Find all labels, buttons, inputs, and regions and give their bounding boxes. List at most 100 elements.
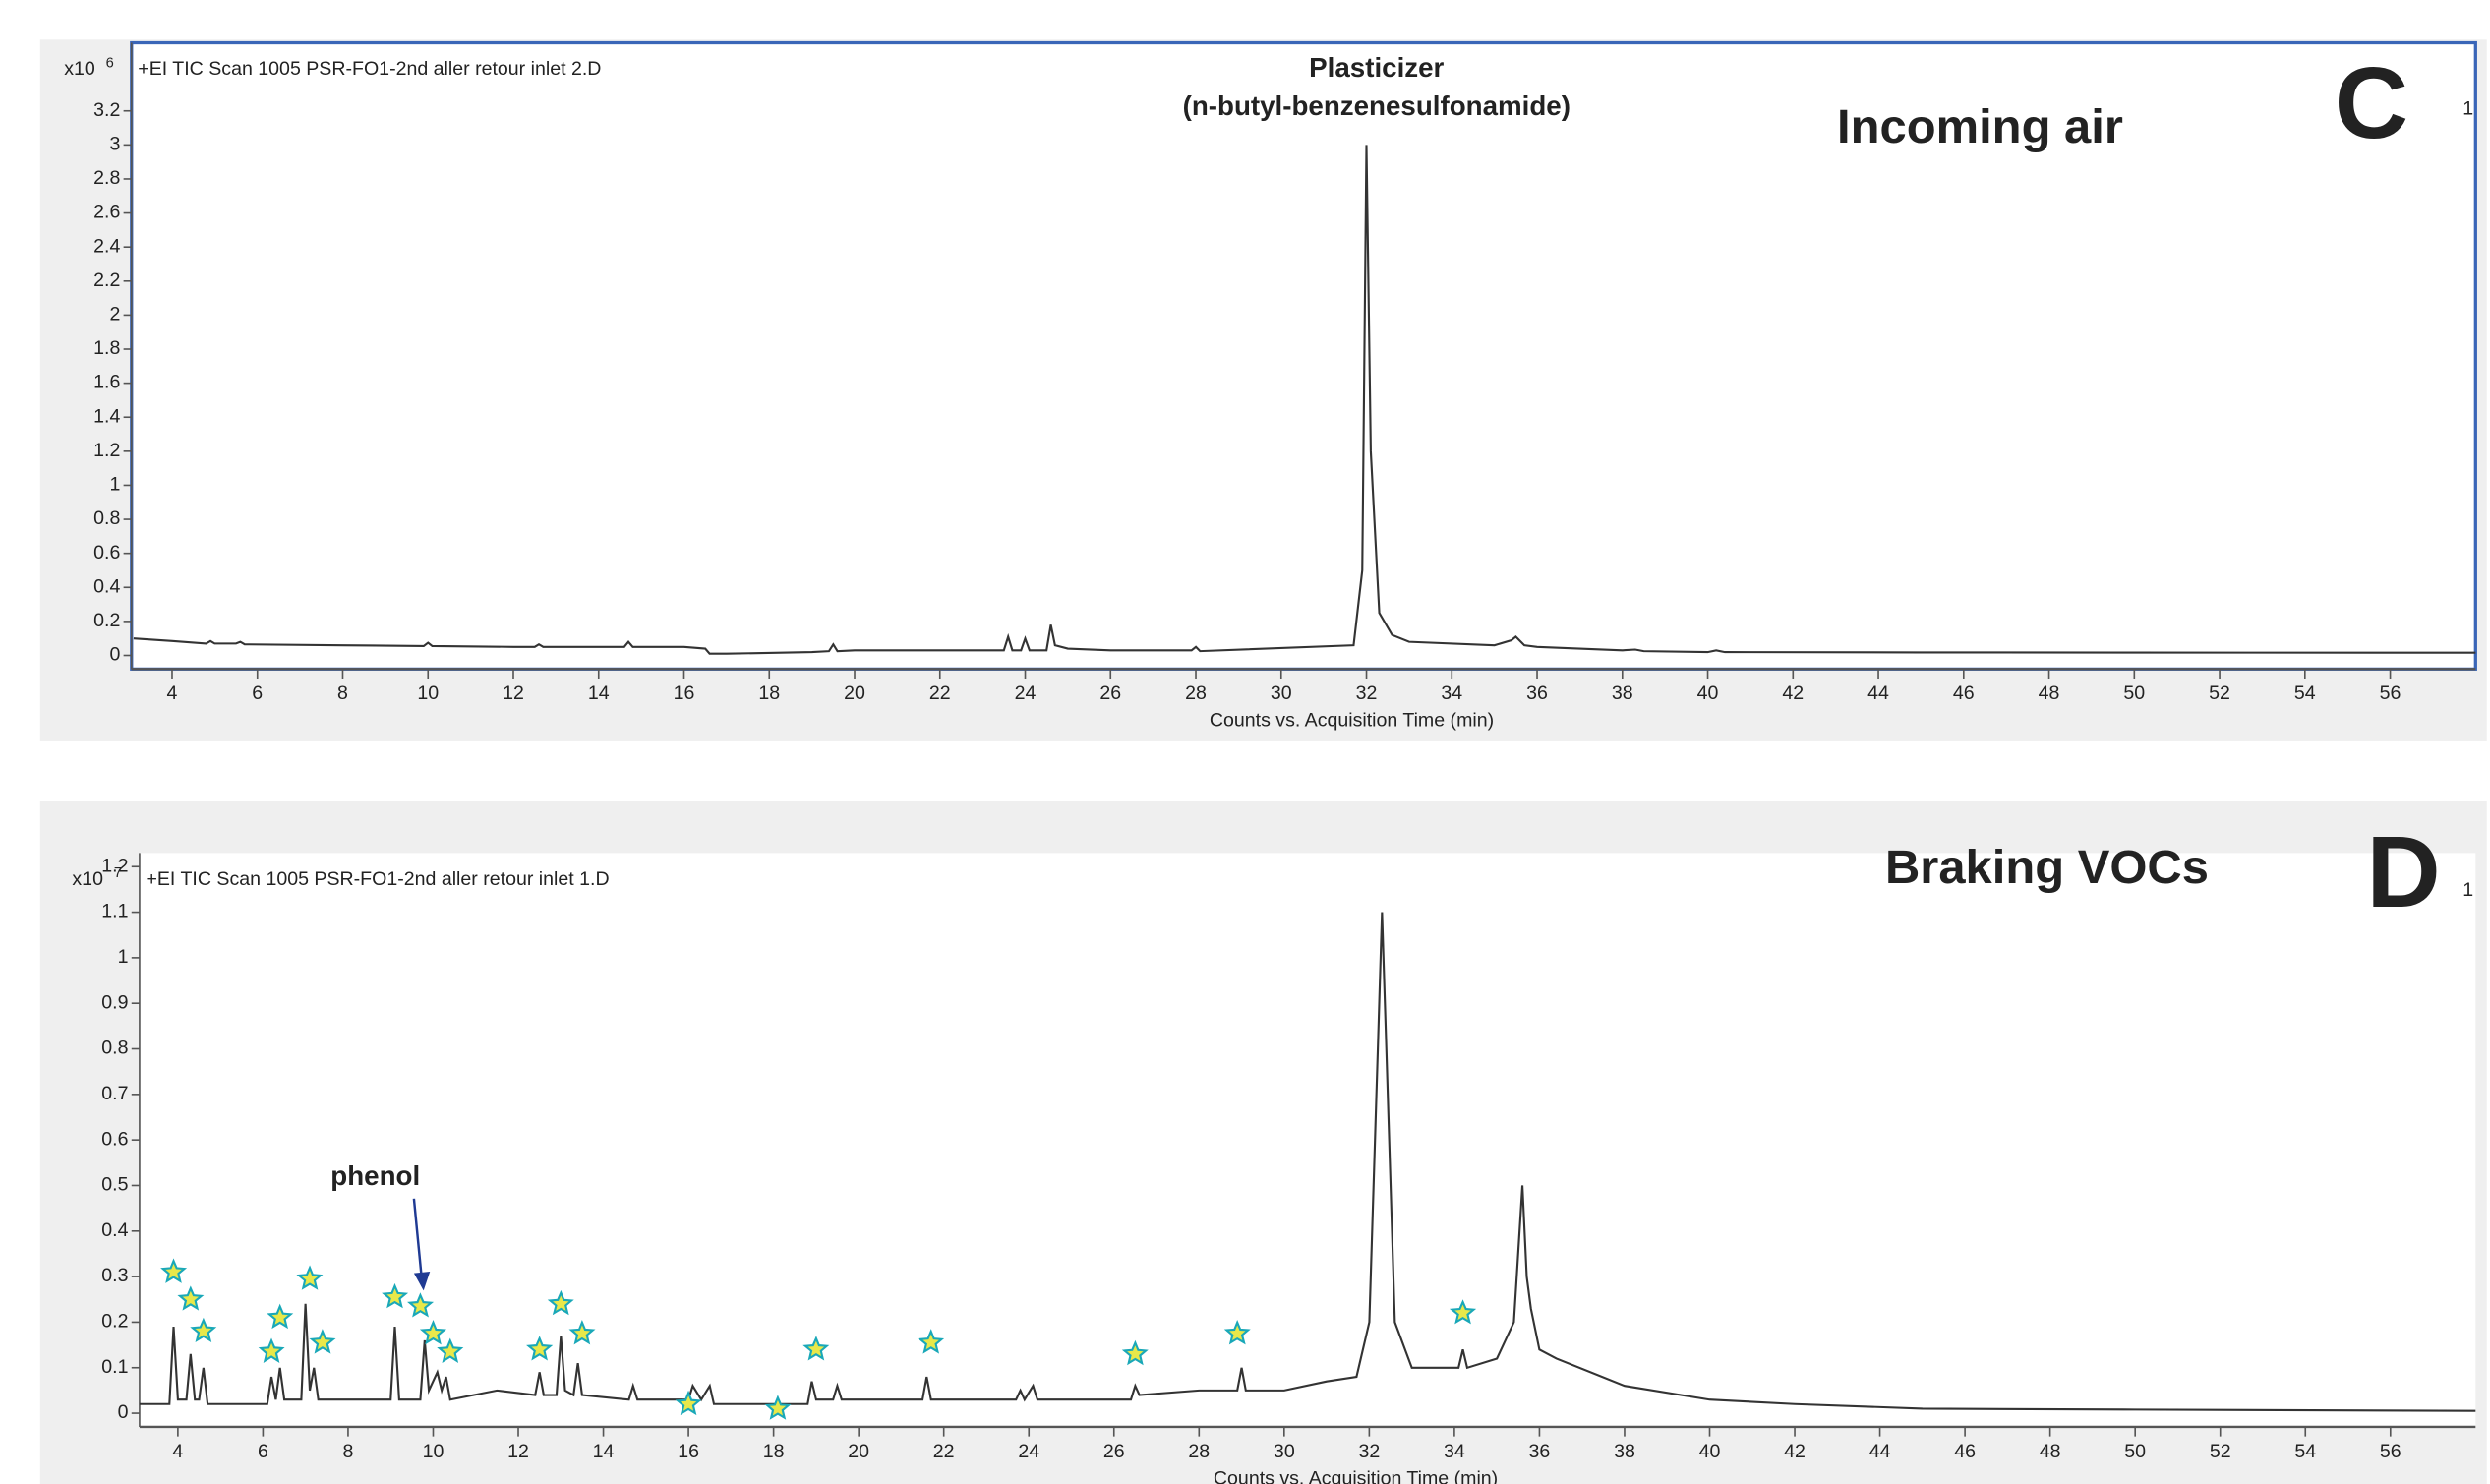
- y-multiplier-exponent: 7: [114, 865, 122, 881]
- x-tick-label: 36: [1526, 683, 1548, 704]
- y-tick-label: 1.2: [101, 855, 128, 876]
- y-tick-label: 0: [118, 1401, 129, 1423]
- x-tick-label: 8: [337, 683, 348, 704]
- x-tick-label: 54: [2294, 683, 2316, 704]
- plot-area: [130, 40, 2477, 671]
- x-axis-label: Counts vs. Acquisition Time (min): [1214, 1467, 1498, 1484]
- peak-star: [190, 1317, 217, 1342]
- peak-star: [568, 1319, 596, 1345]
- x-tick-label: 46: [1954, 1441, 1976, 1462]
- y-tick-label: 1.6: [93, 372, 120, 393]
- x-tick-label: 14: [593, 1441, 615, 1462]
- peak-star: [296, 1265, 324, 1290]
- corner-note: 1: [2462, 97, 2473, 119]
- y-tick-label: 1: [109, 474, 120, 496]
- x-tick-label: 4: [172, 1441, 183, 1462]
- trace-header: +EI TIC Scan 1005 PSR-FO1-2nd aller reto…: [138, 58, 601, 80]
- peak-star: [1223, 1319, 1251, 1345]
- peak-star: [1449, 1299, 1477, 1325]
- y-tick-label: 3: [109, 134, 120, 155]
- x-tick-label: 40: [1697, 683, 1719, 704]
- y-multiplier-exponent: 6: [106, 55, 114, 71]
- x-tick-label: 50: [2124, 1441, 2146, 1462]
- y-tick-label: 0.4: [93, 575, 120, 597]
- trace: [133, 145, 2476, 655]
- panel-title: Incoming air: [1837, 100, 2123, 153]
- peak-star: [258, 1337, 285, 1363]
- y-tick-label: 3.2: [93, 99, 120, 121]
- y-tick-label: 2.8: [93, 167, 120, 189]
- x-tick-label: 16: [678, 1441, 699, 1462]
- y-tick-label: 0.4: [101, 1219, 128, 1241]
- chart-panel: 0 0.2 0.4 0.6 0.8 1 1.2 1.4 1.6 1.8 2 2.2 2.4 2.6 2.8 3…: [39, 39, 2487, 741]
- trace-header: +EI TIC Scan 1005 PSR-FO1-2nd aller reto…: [146, 868, 609, 890]
- x-tick-label: 52: [2209, 683, 2230, 704]
- y-tick-label: 0.8: [93, 507, 120, 529]
- x-tick-label: 48: [2040, 1441, 2061, 1462]
- y-tick-label: 2: [109, 304, 120, 326]
- peak-star: [407, 1292, 435, 1318]
- annotation: Plasticizer: [1309, 52, 1444, 83]
- x-tick-label: 42: [1782, 683, 1804, 704]
- y-tick-label: 1.4: [93, 405, 120, 427]
- x-tick-label: 40: [1699, 1441, 1721, 1462]
- y-tick-label: 0.8: [101, 1038, 128, 1059]
- y-tick-label: 2.6: [93, 202, 120, 223]
- x-tick-label: 16: [674, 683, 695, 704]
- x-tick-label: 12: [503, 683, 524, 704]
- peak-star: [918, 1329, 945, 1354]
- x-tick-label: 50: [2123, 683, 2145, 704]
- annotation-arrowhead: [413, 1271, 431, 1291]
- x-tick-label: 32: [1358, 1441, 1380, 1462]
- x-tick-label: 28: [1188, 1441, 1210, 1462]
- x-tick-label: 34: [1441, 683, 1462, 704]
- annotation: phenol: [330, 1160, 420, 1191]
- x-tick-label: 10: [417, 683, 439, 704]
- y-tick-label: 0.5: [101, 1174, 128, 1196]
- chart-panel: 00.10.20.30.40.50.60.70.80.911.11.24 6 8 10…: [39, 801, 2487, 1484]
- annotation-arrow: [412, 1198, 424, 1281]
- x-tick-label: 20: [848, 1441, 869, 1462]
- plot-area: [139, 853, 2476, 1427]
- x-axis-label: Counts vs. Acquisition Time (min): [1210, 710, 1494, 732]
- x-tick-label: 24: [1015, 683, 1037, 704]
- peak-star: [267, 1303, 294, 1330]
- y-tick-label: 0.6: [93, 542, 120, 564]
- x-tick-label: 18: [758, 683, 780, 704]
- panel-title: Braking VOCs: [1885, 841, 2209, 894]
- peak-star: [382, 1282, 409, 1309]
- y-tick-label: 0: [109, 644, 120, 666]
- peak-star: [437, 1337, 464, 1363]
- x-tick-label: 56: [2380, 683, 2401, 704]
- y-tick-label: 1.2: [93, 440, 120, 461]
- x-tick-label: 30: [1271, 683, 1292, 704]
- x-tick-label: 6: [252, 683, 263, 704]
- x-tick-label: 28: [1185, 683, 1207, 704]
- x-tick-label: 20: [844, 683, 865, 704]
- x-tick-label: 14: [588, 683, 610, 704]
- peak-star: [1121, 1339, 1149, 1366]
- peak-star: [764, 1395, 792, 1420]
- x-tick-label: 22: [929, 683, 951, 704]
- y-tick-label: 0.9: [101, 991, 128, 1013]
- x-tick-label: 34: [1444, 1441, 1465, 1462]
- x-tick-label: 38: [1614, 1441, 1635, 1462]
- x-tick-label: 6: [258, 1441, 268, 1462]
- y-tick-label: 1.8: [93, 337, 120, 359]
- corner-note: 1: [2462, 879, 2473, 901]
- peak-star: [419, 1319, 447, 1345]
- panel-letter: D: [2366, 815, 2440, 928]
- trace: [139, 912, 2476, 1412]
- x-tick-label: 36: [1529, 1441, 1551, 1462]
- annotation: (n-butyl-benzenesulfonamide): [1183, 90, 1571, 121]
- x-tick-label: 56: [2380, 1441, 2401, 1462]
- x-tick-label: 44: [1869, 1441, 1891, 1462]
- y-multiplier: x10: [64, 58, 95, 80]
- peak-star: [177, 1285, 205, 1311]
- y-tick-label: 0.6: [101, 1128, 128, 1150]
- y-tick-label: 0.2: [101, 1311, 128, 1333]
- x-tick-label: 38: [1612, 683, 1633, 704]
- peak-star: [309, 1329, 336, 1354]
- x-tick-label: 18: [763, 1441, 785, 1462]
- x-tick-label: 10: [423, 1441, 445, 1462]
